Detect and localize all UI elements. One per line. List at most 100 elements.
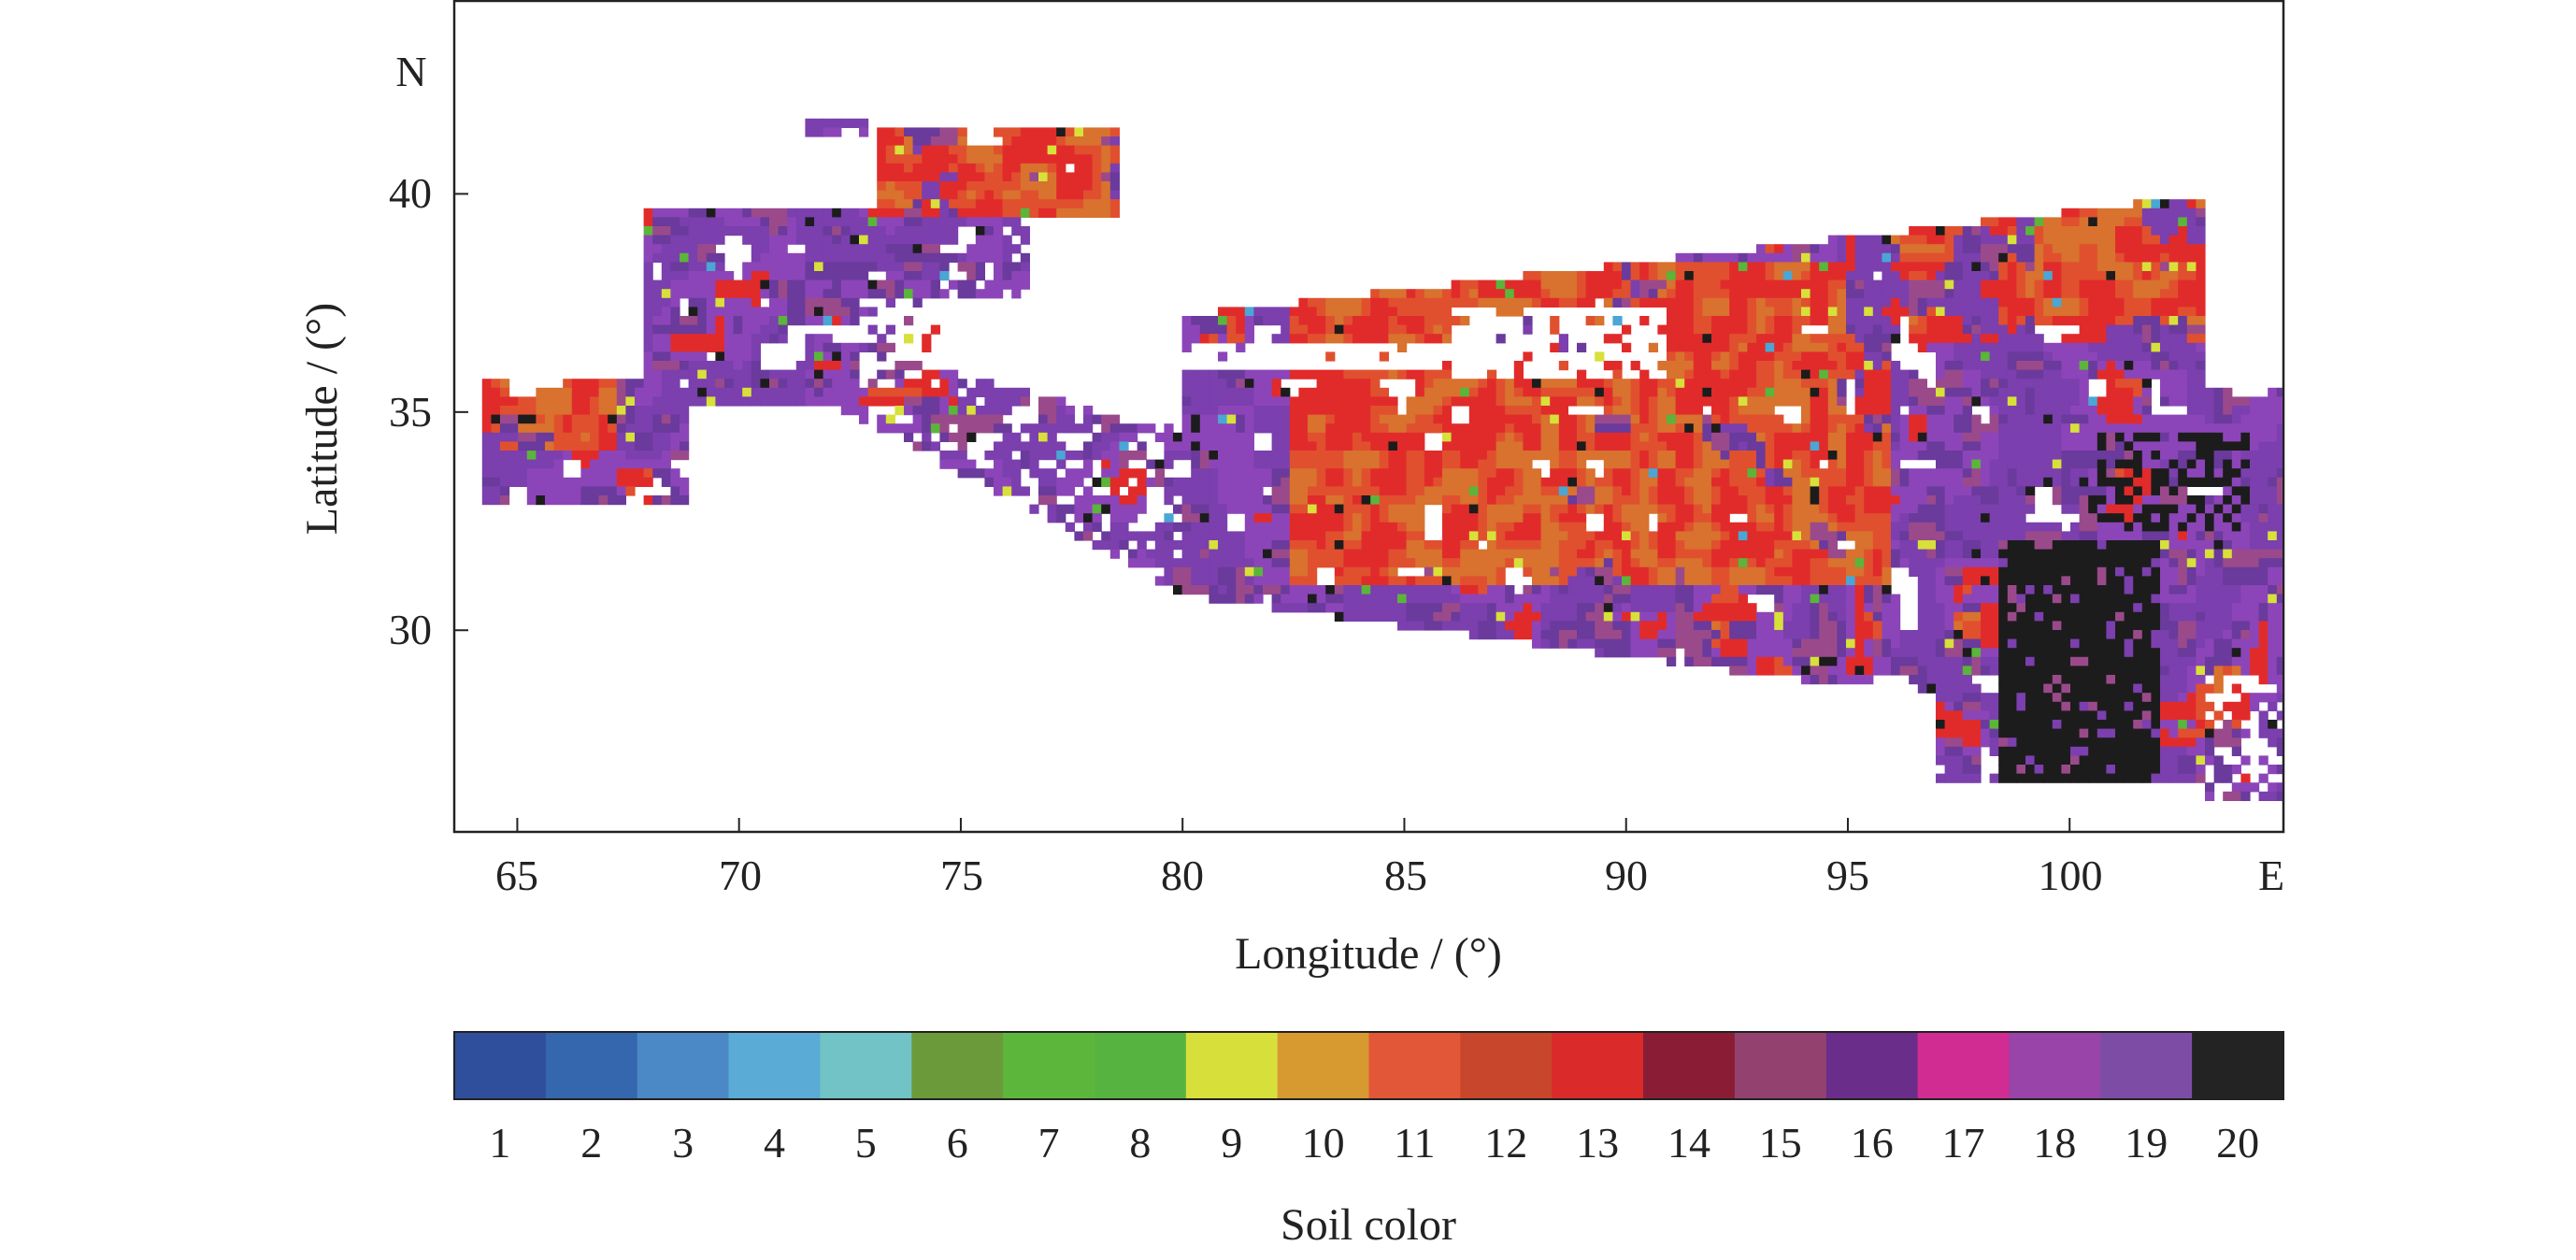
- raster-cell: [922, 190, 932, 200]
- raster-cell: [1819, 279, 1829, 290]
- raster-cell: [859, 271, 869, 281]
- raster-cell: [1864, 396, 1874, 407]
- raster-cell: [939, 163, 950, 173]
- raster-cell: [1029, 127, 1039, 137]
- raster-cell: [500, 423, 510, 434]
- raster-cell: [795, 271, 806, 281]
- raster-cell: [1109, 540, 1120, 551]
- raster-cell: [1747, 316, 1757, 326]
- raster-cell: [2124, 531, 2134, 541]
- raster-cell: [1164, 513, 1174, 523]
- raster-cell: [1308, 423, 1318, 434]
- raster-cell: [2025, 459, 2036, 469]
- raster-cell: [1882, 486, 1892, 496]
- raster-cell: [643, 271, 653, 281]
- raster-cell: [1622, 468, 1632, 479]
- raster-cell: [1702, 414, 1712, 424]
- raster-cell: [2097, 451, 2107, 461]
- raster-cell: [2061, 432, 2071, 442]
- raster-cell: [1011, 145, 1022, 155]
- raster-cell: [1154, 540, 1165, 551]
- raster-cell: [1702, 396, 1712, 407]
- raster-cell: [1487, 459, 1497, 469]
- raster-cell: [2052, 451, 2062, 461]
- raster-cell: [1567, 451, 1578, 461]
- raster-cell: [1782, 252, 1793, 263]
- raster-cell: [1181, 387, 1192, 397]
- raster-cell: [1011, 432, 1022, 442]
- raster-cell: [2124, 297, 2134, 308]
- raster-cell: [1361, 406, 1371, 416]
- raster-cell: [2133, 468, 2143, 479]
- raster-cell: [814, 279, 824, 290]
- raster-cell: [1370, 369, 1381, 379]
- raster-cell: [1433, 297, 1443, 308]
- raster-cell: [922, 262, 932, 272]
- raster-cell: [2061, 252, 2071, 263]
- raster-cell: [1244, 477, 1254, 487]
- raster-cell: [1882, 459, 1892, 469]
- raster-cell: [1909, 531, 1919, 541]
- raster-cell: [1137, 540, 1147, 551]
- raster-cell: [1433, 387, 1443, 397]
- raster-cell: [724, 351, 735, 362]
- raster-cell: [1218, 369, 1228, 379]
- raster-cell: [1101, 531, 1111, 541]
- raster-cell: [1424, 540, 1434, 551]
- raster-cell: [1316, 324, 1326, 335]
- raster-cell: [1550, 540, 1560, 551]
- raster-cell: [1352, 297, 1363, 308]
- raster-cell: [1774, 441, 1784, 451]
- raster-cell: [787, 271, 797, 281]
- raster-cell: [1074, 145, 1084, 155]
- raster-cell: [1343, 316, 1353, 326]
- raster-cell: [1074, 181, 1084, 192]
- raster-cell: [1415, 540, 1425, 551]
- raster-cell: [1747, 262, 1757, 272]
- raster-cell: [1792, 486, 1802, 496]
- raster-cell: [984, 208, 995, 218]
- raster-cell: [2106, 361, 2116, 371]
- raster-cell: [2070, 414, 2081, 424]
- raster-cell: [957, 190, 967, 200]
- raster-cell: [1253, 387, 1264, 397]
- raster-cell: [2133, 324, 2143, 335]
- raster-cell: [1029, 208, 1039, 218]
- raster-cell: [670, 244, 680, 254]
- raster-cell: [1738, 279, 1748, 290]
- raster-cell: [1630, 279, 1640, 290]
- raster-cell: [670, 486, 680, 496]
- raster-cell: [635, 451, 645, 461]
- raster-cell: [1370, 289, 1381, 299]
- raster-cell: [1433, 324, 1443, 335]
- raster-cell: [778, 316, 788, 326]
- raster-cell: [1756, 316, 1767, 326]
- raster-cell: [1011, 262, 1022, 272]
- raster-cell: [1989, 396, 1999, 407]
- raster-cell: [545, 406, 555, 416]
- raster-cell: [1684, 307, 1695, 317]
- raster-cell: [877, 351, 887, 362]
- raster-cell: [1585, 441, 1596, 451]
- raster-cell: [1244, 504, 1254, 514]
- raster-cell: [1792, 307, 1802, 317]
- raster-cell: [1550, 531, 1560, 541]
- raster-cell: [670, 451, 680, 461]
- raster-cell: [1558, 361, 1568, 371]
- raster-cell: [1738, 451, 1748, 461]
- raster-cell: [2079, 289, 2089, 299]
- raster-cell: [1415, 504, 1425, 514]
- raster-cell: [2070, 477, 2081, 487]
- raster-cell: [1801, 334, 1811, 344]
- raster-cell: [1810, 423, 1820, 434]
- raster-cell: [590, 387, 600, 397]
- raster-cell: [1281, 451, 1291, 461]
- raster-cell: [1926, 406, 1937, 416]
- raster-cell: [1281, 459, 1291, 469]
- raster-cell: [939, 127, 950, 137]
- raster-cell: [1460, 432, 1470, 442]
- raster-cell: [1468, 468, 1479, 479]
- raster-cell: [1487, 279, 1497, 290]
- raster-cell: [2106, 406, 2116, 416]
- raster-cell: [1936, 459, 1946, 469]
